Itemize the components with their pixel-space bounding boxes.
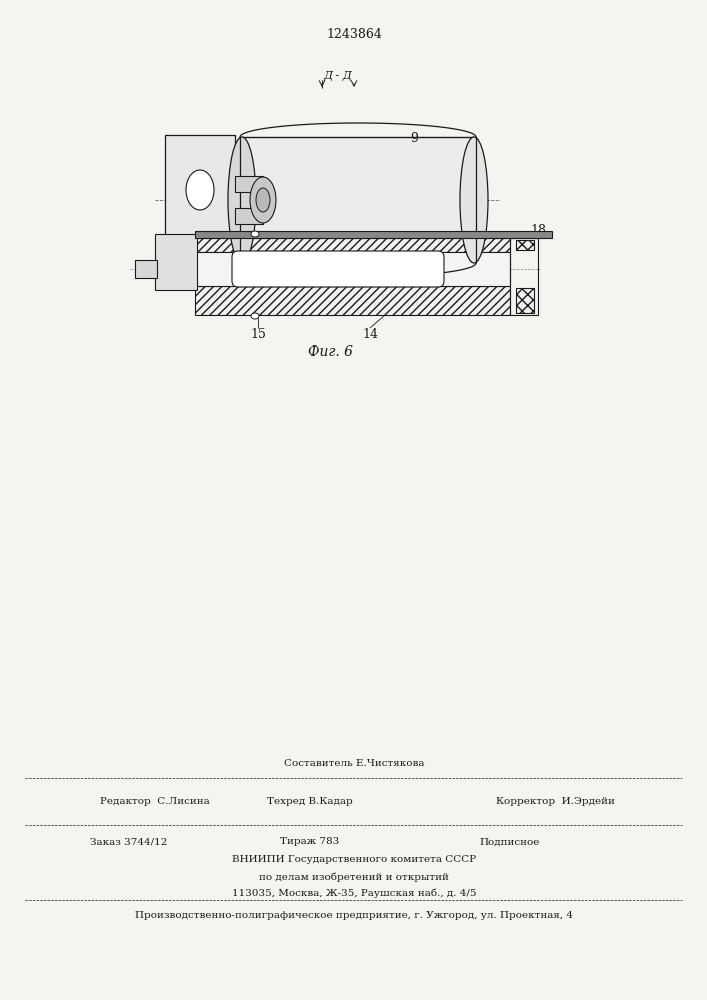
Text: 18: 18: [530, 224, 546, 236]
Ellipse shape: [460, 137, 488, 263]
Bar: [195, 286, 510, 315]
Text: по делам изобретений и открытий: по делам изобретений и открытий: [259, 872, 449, 882]
Text: 14: 14: [362, 328, 378, 340]
Bar: [165, 135, 235, 245]
Bar: [235, 176, 263, 192]
Bar: [516, 288, 534, 313]
Text: 9: 9: [410, 131, 418, 144]
Ellipse shape: [250, 177, 276, 223]
Bar: [516, 240, 534, 250]
Ellipse shape: [186, 170, 214, 210]
Bar: [135, 260, 157, 278]
FancyBboxPatch shape: [232, 251, 444, 287]
Bar: [240, 137, 476, 263]
Text: 1243864: 1243864: [326, 28, 382, 41]
Bar: [195, 238, 510, 252]
Bar: [235, 208, 263, 224]
Text: Техред В.Кадар: Техред В.Кадар: [267, 797, 353, 806]
Text: Производственно-полиграфическое предприятие, г. Ужгород, ул. Проектная, 4: Производственно-полиграфическое предприя…: [135, 912, 573, 920]
Text: Д - Д: Д - Д: [324, 71, 352, 81]
Text: Фиг. 6: Фиг. 6: [308, 345, 353, 359]
Ellipse shape: [251, 231, 259, 237]
Ellipse shape: [228, 137, 256, 263]
Ellipse shape: [251, 313, 259, 319]
Text: Составитель Е.Чистякова: Составитель Е.Чистякова: [284, 758, 424, 768]
Text: Заказ 3744/12: Заказ 3744/12: [90, 838, 168, 846]
Text: ВНИИПИ Государственного комитета СССР: ВНИИПИ Государственного комитета СССР: [232, 856, 476, 864]
Text: 15: 15: [250, 328, 266, 340]
Text: Тираж 783: Тираж 783: [281, 838, 339, 846]
Bar: [510, 238, 538, 315]
Text: Корректор  И.Эрдейи: Корректор И.Эрдейи: [496, 797, 614, 806]
Ellipse shape: [256, 188, 270, 212]
Text: Редактор  С.Лисина: Редактор С.Лисина: [100, 797, 210, 806]
Bar: [195, 231, 552, 238]
Bar: [195, 252, 510, 286]
Bar: [155, 234, 197, 290]
Text: 113035, Москва, Ж-35, Раушская наб., д. 4/5: 113035, Москва, Ж-35, Раушская наб., д. …: [232, 888, 477, 898]
Text: Подписное: Подписное: [480, 838, 540, 846]
